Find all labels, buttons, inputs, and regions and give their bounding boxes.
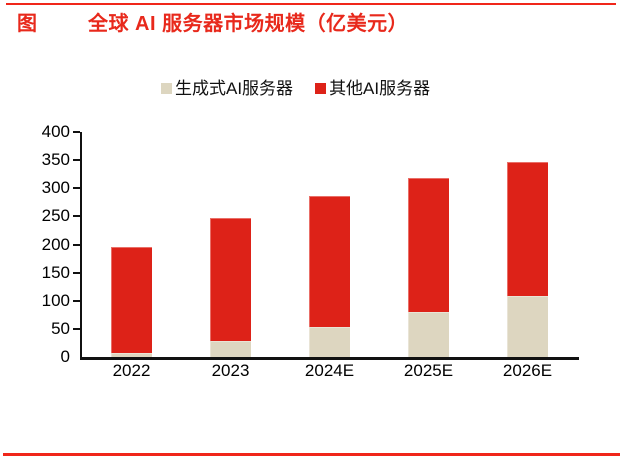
y-axis-tick-label: 350 bbox=[41, 150, 70, 170]
legend-label: 其他AI服务器 bbox=[329, 79, 431, 98]
x-axis-label: 2025E bbox=[403, 361, 454, 380]
x-axis-label: 2023 bbox=[211, 361, 250, 380]
bar-segment-generative-ai-server bbox=[507, 295, 548, 357]
top-divider-rule bbox=[6, 3, 616, 5]
y-axis-tick-label: 250 bbox=[41, 206, 70, 226]
bar-segment-generative-ai-server bbox=[309, 327, 350, 357]
stacked-bar-2025E bbox=[408, 178, 449, 357]
x-axis-line bbox=[80, 357, 579, 360]
chart-plot-area: 0 50 100 150 200 250 300 350 400 2022 2023 2024E 202… bbox=[42, 122, 579, 380]
y-axis-tick-mark bbox=[73, 243, 80, 246]
y-axis-tick-label: 200 bbox=[41, 234, 70, 254]
bar-segment-other-ai-server bbox=[210, 218, 251, 341]
legend-swatch-icon bbox=[315, 82, 327, 94]
legend-swatch-icon bbox=[161, 82, 172, 94]
bottom-divider-rule bbox=[3, 453, 620, 456]
y-axis-tick-mark bbox=[73, 299, 80, 302]
y-axis-tick-mark bbox=[73, 159, 80, 162]
chart-legend: 生成式AI服务器 其他AI服务器 bbox=[161, 74, 430, 99]
stacked-bar-2026E bbox=[507, 161, 548, 357]
y-axis-tick-label: 300 bbox=[41, 178, 70, 198]
x-axis-label: 2024E bbox=[304, 361, 355, 380]
figure-tag: 图 bbox=[17, 13, 37, 35]
stacked-bar-2022 bbox=[111, 247, 152, 357]
chart-title: 全球 AI 服务器市场规模（亿美元） bbox=[88, 13, 409, 35]
y-axis-tick-label: 0 bbox=[60, 347, 70, 366]
y-axis-tick-mark bbox=[73, 271, 80, 274]
legend-item-1: 其他AI服务器 bbox=[315, 74, 430, 99]
legend-item-0: 生成式AI服务器 bbox=[161, 74, 293, 99]
bar-segment-other-ai-server bbox=[111, 247, 152, 353]
x-axis-label: 2022 bbox=[112, 361, 151, 380]
stacked-bar-2024E bbox=[309, 196, 350, 357]
bar-segment-generative-ai-server bbox=[111, 352, 152, 357]
y-axis-tick-mark bbox=[73, 131, 80, 133]
x-axis-label: 2026E bbox=[502, 361, 553, 380]
bar-segment-generative-ai-server bbox=[408, 312, 449, 357]
stacked-bar-2023 bbox=[210, 218, 251, 357]
bar-segment-other-ai-server bbox=[507, 161, 548, 296]
y-axis-tick-mark bbox=[73, 327, 80, 330]
y-axis-tick-label: 150 bbox=[41, 262, 70, 282]
bar-segment-other-ai-server bbox=[408, 178, 449, 312]
y-axis-tick-label: 400 bbox=[41, 122, 70, 141]
legend-label: 生成式AI服务器 bbox=[175, 79, 294, 98]
y-axis-tick-label: 100 bbox=[41, 290, 70, 310]
y-axis-tick-mark bbox=[73, 187, 80, 190]
bar-segment-other-ai-server bbox=[309, 196, 350, 328]
bar-segment-generative-ai-server bbox=[210, 340, 251, 357]
y-axis-tick-mark bbox=[73, 215, 80, 218]
y-axis-tick-label: 50 bbox=[51, 318, 70, 338]
